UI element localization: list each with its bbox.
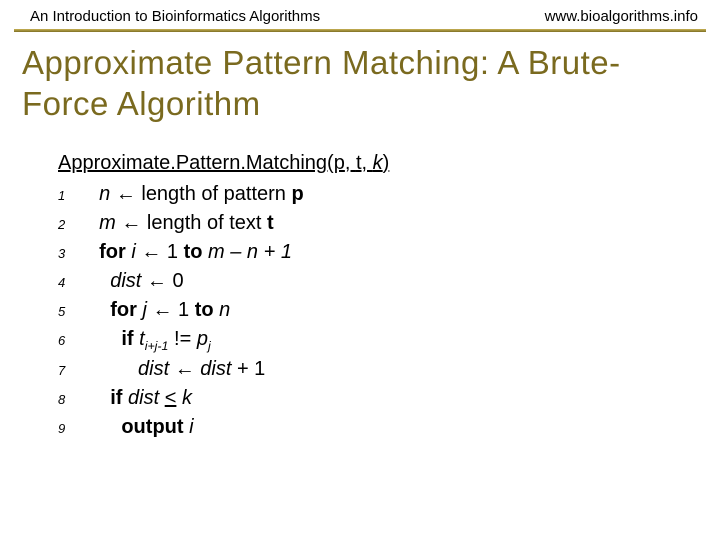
code: for i ← 1 to m – n + 1 <box>88 238 292 267</box>
lineno: 1 <box>58 187 88 206</box>
code: if ti+j-1 != pj <box>88 325 211 356</box>
code: if dist < k <box>88 384 192 413</box>
code: dist ← dist + 1 <box>88 355 265 384</box>
code: dist ← 0 <box>88 267 184 296</box>
algo-line-9: 9 output i <box>58 413 720 442</box>
algo-line-2: 2 m ← length of text t <box>58 209 720 238</box>
param-k: k <box>373 152 383 174</box>
algo-line-7: 7 dist ← dist + 1 <box>58 355 720 384</box>
algorithm-block: 1 n ← length of pattern p 2 m ← length o… <box>58 180 720 443</box>
slide-body: Approximate.Pattern.Matching(p, t, k) 1 … <box>0 131 720 443</box>
function-signature: Approximate.Pattern.Matching(p, t, k) <box>58 149 720 178</box>
algo-line-4: 4 dist ← 0 <box>58 267 720 296</box>
slide-title: Approximate Pattern Matching: A Brute-Fo… <box>0 32 720 131</box>
code: m ← length of text t <box>88 209 274 238</box>
algo-line-3: 3 for i ← 1 to m – n + 1 <box>58 238 720 267</box>
param-t: t <box>356 152 362 174</box>
algo-line-1: 1 n ← length of pattern p <box>58 180 720 209</box>
code: output i <box>88 413 194 442</box>
lineno: 3 <box>58 245 88 264</box>
slide-header: An Introduction to Bioinformatics Algori… <box>0 0 720 29</box>
lineno: 7 <box>58 362 88 381</box>
lineno: 6 <box>58 332 88 351</box>
slide: An Introduction to Bioinformatics Algori… <box>0 0 720 540</box>
header-right: www.bioalgorithms.info <box>545 8 698 25</box>
algo-line-8: 8 if dist < k <box>58 384 720 413</box>
param-p: p <box>334 152 345 174</box>
algo-line-5: 5 for j ← 1 to n <box>58 296 720 325</box>
code: for j ← 1 to n <box>88 296 230 325</box>
header-left: An Introduction to Bioinformatics Algori… <box>30 8 320 25</box>
code: n ← length of pattern p <box>88 180 304 209</box>
algo-line-6: 6 if ti+j-1 != pj <box>58 325 720 356</box>
lineno: 2 <box>58 216 88 235</box>
lineno: 9 <box>58 420 88 439</box>
lineno: 4 <box>58 274 88 293</box>
function-name: Approximate.Pattern.Matching <box>58 152 327 174</box>
lineno: 5 <box>58 303 88 322</box>
lineno: 8 <box>58 391 88 410</box>
